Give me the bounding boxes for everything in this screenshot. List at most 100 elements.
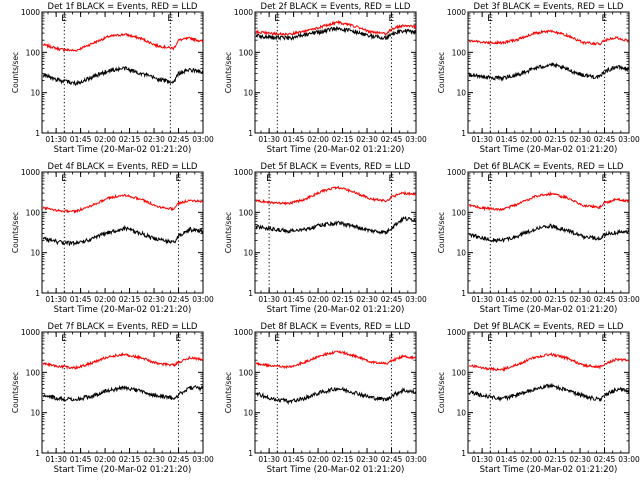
y-tick-label: 100 bbox=[452, 368, 467, 377]
y-tick-label: 1 bbox=[248, 449, 253, 458]
y-tick-label: 1000 bbox=[447, 168, 466, 177]
y-tick-label: 10 bbox=[456, 409, 466, 418]
x-tick-label: 01:30 bbox=[45, 455, 67, 464]
x-tick-label: 02:45 bbox=[381, 135, 403, 144]
marker-label: E bbox=[602, 334, 608, 344]
series-red-line bbox=[255, 185, 417, 206]
y-tick-label: 1 bbox=[461, 289, 466, 298]
y-tick-label: 1000 bbox=[234, 168, 253, 177]
marker-label: E bbox=[274, 14, 280, 24]
x-tick-label: 02:45 bbox=[594, 135, 616, 144]
x-tick-label: 02:30 bbox=[356, 455, 378, 464]
x-tick-label: 03:00 bbox=[405, 295, 427, 304]
y-tick-label: 1000 bbox=[21, 168, 40, 177]
marker-label: E bbox=[176, 334, 182, 344]
y-tick-label: 1000 bbox=[447, 328, 466, 337]
y-axis-label: Counts/sec bbox=[437, 372, 446, 413]
marker-label: E bbox=[167, 14, 173, 24]
y-tick-label: 1 bbox=[461, 129, 466, 138]
x-axis-label: Start Time (20-Mar-02 01:21:20) bbox=[480, 305, 618, 315]
marker-label: E bbox=[61, 14, 67, 24]
y-tick-label: 1000 bbox=[21, 328, 40, 337]
y-axis-label: Counts/sec bbox=[224, 52, 233, 93]
x-tick-label: 01:45 bbox=[496, 295, 518, 304]
x-tick-label: 02:15 bbox=[119, 455, 141, 464]
x-tick-label: 02:15 bbox=[119, 135, 141, 144]
panel-title: Det 6f BLACK = Events, RED = LLD bbox=[474, 162, 624, 172]
x-tick-label: 02:45 bbox=[594, 295, 616, 304]
x-tick-label: 02:45 bbox=[168, 135, 190, 144]
y-tick-label: 100 bbox=[239, 48, 254, 57]
y-tick-label: 1 bbox=[461, 449, 466, 458]
marker-label: E bbox=[389, 334, 395, 344]
series-black-line bbox=[255, 386, 417, 406]
panel-2: Det 2f BLACK = Events, RED = LLD 1 10 100 10… bbox=[224, 2, 427, 155]
y-axis-label: Counts/sec bbox=[11, 372, 20, 413]
y-tick-label: 1 bbox=[35, 449, 40, 458]
marker-label: E bbox=[274, 334, 280, 344]
y-tick-label: 10 bbox=[456, 249, 466, 258]
x-tick-label: 02:15 bbox=[545, 455, 567, 464]
marker-label: E bbox=[389, 14, 395, 24]
y-tick-label: 1000 bbox=[447, 8, 466, 17]
x-tick-label: 02:30 bbox=[569, 135, 591, 144]
series-red-line bbox=[42, 193, 204, 214]
marker-label: E bbox=[602, 174, 608, 184]
panel-title: Det 2f BLACK = Events, RED = LLD bbox=[261, 2, 411, 12]
x-tick-label: 03:00 bbox=[192, 135, 214, 144]
series-red-line bbox=[468, 352, 630, 372]
x-tick-label: 02:00 bbox=[520, 295, 542, 304]
x-axis-label: Start Time (20-Mar-02 01:21:20) bbox=[54, 465, 192, 475]
panel-3: Det 3f BLACK = Events, RED = LLD 1 10 100 10… bbox=[437, 2, 640, 155]
x-axis-label: Start Time (20-Mar-02 01:21:20) bbox=[267, 465, 405, 475]
plot-frame bbox=[41, 171, 204, 294]
series-black-line bbox=[469, 383, 630, 402]
x-tick-label: 01:45 bbox=[70, 455, 92, 464]
plot-frame bbox=[467, 171, 630, 294]
plot-frame bbox=[467, 11, 630, 134]
x-tick-label: 01:30 bbox=[471, 455, 493, 464]
x-axis-label: Start Time (20-Mar-02 01:21:20) bbox=[267, 305, 405, 315]
y-tick-label: 10 bbox=[243, 249, 253, 258]
y-tick-label: 1000 bbox=[234, 328, 253, 337]
panel-title: Det 8f BLACK = Events, RED = LLD bbox=[261, 322, 411, 332]
x-tick-label: 01:30 bbox=[471, 135, 493, 144]
marker-label: E bbox=[487, 334, 493, 344]
x-tick-label: 02:30 bbox=[356, 295, 378, 304]
x-tick-label: 02:00 bbox=[94, 455, 116, 464]
x-tick-label: 03:00 bbox=[618, 455, 640, 464]
x-tick-label: 03:00 bbox=[405, 455, 427, 464]
x-tick-label: 02:30 bbox=[143, 295, 165, 304]
x-tick-label: 03:00 bbox=[192, 455, 214, 464]
marker-label: E bbox=[61, 174, 67, 184]
x-tick-label: 01:45 bbox=[283, 455, 305, 464]
series-black-line bbox=[468, 62, 630, 82]
x-tick-label: 02:30 bbox=[143, 135, 165, 144]
series-black-line bbox=[255, 25, 417, 41]
x-tick-label: 02:30 bbox=[569, 295, 591, 304]
y-tick-label: 10 bbox=[243, 89, 253, 98]
plot-frame bbox=[254, 11, 417, 134]
x-axis-label: Start Time (20-Mar-02 01:21:20) bbox=[480, 145, 618, 155]
x-tick-label: 01:30 bbox=[258, 135, 280, 144]
series-red-line bbox=[469, 29, 630, 46]
x-axis-label: Start Time (20-Mar-02 01:21:20) bbox=[54, 145, 192, 155]
x-tick-label: 02:30 bbox=[143, 455, 165, 464]
x-tick-label: 02:45 bbox=[168, 295, 190, 304]
panel-7: Det 7f BLACK = Events, RED = LLD 1 10 100 10… bbox=[11, 322, 214, 475]
series-red-line bbox=[255, 19, 417, 36]
y-tick-label: 1 bbox=[35, 129, 40, 138]
x-tick-label: 02:45 bbox=[381, 455, 403, 464]
x-tick-label: 03:00 bbox=[192, 295, 214, 304]
y-axis-label: Counts/sec bbox=[11, 212, 20, 253]
plot-frame bbox=[41, 11, 204, 134]
marker-label: E bbox=[389, 174, 395, 184]
series-black-line bbox=[42, 65, 204, 87]
x-tick-label: 02:15 bbox=[119, 295, 141, 304]
series-red-line bbox=[42, 33, 204, 52]
x-tick-label: 02:15 bbox=[545, 295, 567, 304]
x-tick-label: 03:00 bbox=[618, 135, 640, 144]
y-tick-label: 10 bbox=[30, 249, 40, 258]
